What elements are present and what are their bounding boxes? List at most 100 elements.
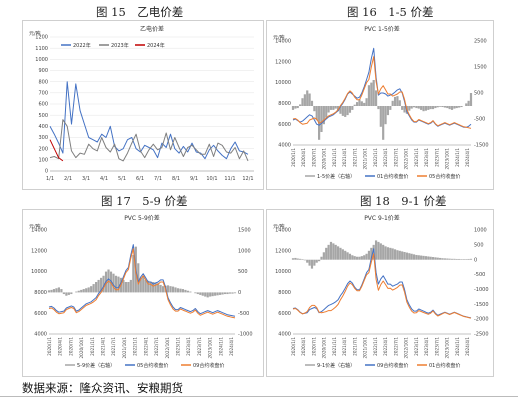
x-tick-label: 2023/7/1 — [434, 148, 439, 167]
x-tick-label: 2023/10/1 — [208, 337, 213, 359]
chart-panel-fig16: PVC 1-5价差 元/吨 4000 6000 8000 10000 12000 14000 -… — [266, 20, 494, 190]
x-tick-label: 2022/1/1 — [373, 148, 378, 167]
divider — [0, 396, 518, 397]
y2-tick-label: 1000 — [474, 228, 487, 234]
x-tick-label: 2023/10/1 — [445, 148, 450, 170]
x-tick-label: 2023/4/1 — [424, 337, 429, 356]
y-tick-label: 300 — [38, 135, 48, 141]
y2-tick-label: 1500 — [238, 228, 251, 234]
y2-tick-label: 500 — [474, 242, 484, 248]
x-tick-label: 3/1 — [82, 176, 90, 182]
series-line — [48, 248, 236, 319]
y2-tick-label: 500 — [474, 91, 484, 97]
y2-tick-label: -1000 — [474, 287, 489, 293]
y-tick-label: 1200 — [35, 35, 48, 41]
x-tick-label: 2020/4/1 — [301, 148, 306, 167]
y-tick-label: 10000 — [275, 269, 291, 275]
y2-tick-label: 0 — [238, 290, 241, 296]
y2-tick-label: -500 — [238, 311, 249, 317]
y-axis-unit: 元/吨 — [29, 223, 41, 230]
x-tick-label: 2022/7/1 — [154, 337, 159, 356]
x-tick-label: 2022/10/1 — [404, 148, 409, 170]
x-tick-label: 2020/10/1 — [322, 337, 327, 359]
figure-16-caption: 图 16 1-5 价差 — [347, 5, 434, 19]
y-tick-label: 1100 — [35, 46, 48, 52]
chart-panel-fig17: PVC 5-9价差 元/吨 4000 6000 8000 10000 12000 14000-… — [22, 209, 264, 377]
x-tick-label: 9/1 — [190, 176, 198, 182]
y-tick-label: 900 — [38, 68, 48, 74]
series-line — [49, 119, 249, 162]
series-line — [292, 253, 472, 319]
legend-label: 5-9价差（右轴） — [77, 362, 115, 369]
series-line — [292, 56, 472, 129]
y-tick-label: 14000 — [275, 228, 291, 234]
x-tick-label: 11/1 — [224, 176, 235, 182]
y-tick-label: 4000 — [278, 332, 291, 338]
y2-tick-label: -500 — [474, 117, 485, 123]
y-tick-label: 14000 — [275, 39, 291, 45]
x-tick-label: 2022/1/1 — [373, 337, 378, 356]
x-tick-label: 2024/4/1 — [465, 337, 470, 356]
x-tick-label: 2020/7/1 — [311, 337, 316, 356]
data-source-note: 数据来源：隆众资讯、安粮期货 — [22, 381, 183, 395]
x-tick-label: 12/1 — [242, 176, 253, 182]
x-tick-label: 2024/1/1 — [455, 148, 460, 167]
x-tick-label: 2024/1/1 — [218, 337, 223, 356]
y-tick-label: 14000 — [31, 228, 47, 234]
chart-panel-fig15: 乙电价差 元/吨 0 100 200 300 400 500 600 700 800 900 1000 1… — [22, 20, 264, 190]
x-tick-label: 10/1 — [206, 176, 217, 182]
y-tick-label: 600 — [38, 102, 48, 108]
y-tick-label: 500 — [38, 113, 48, 119]
legend-label: 01合约收盘价 — [377, 173, 408, 180]
legend-label: 09合约收盘价 — [377, 362, 408, 369]
x-tick-label: 2022/4/1 — [143, 337, 148, 356]
x-tick-label: 2020/1/1 — [291, 148, 296, 167]
legend-label: 05合约收盘价 — [137, 362, 168, 369]
x-tick-label: 2021/1/1 — [332, 337, 337, 356]
y-tick-label: 12000 — [275, 59, 291, 65]
y-axis-unit: 元/吨 — [273, 34, 285, 41]
x-tick-label: 2023/4/1 — [186, 337, 191, 356]
y-axis-unit: 元/吨 — [273, 223, 285, 230]
y-tick-label: 6000 — [34, 311, 47, 317]
y-tick-label: 6000 — [278, 122, 291, 128]
y-tick-label: 6000 — [278, 311, 291, 317]
legend-label: 2022年 — [73, 42, 91, 49]
series-line — [49, 139, 64, 162]
x-tick-label: 2023/1/1 — [175, 337, 180, 356]
legend-label: 9-1价差（右轴） — [317, 362, 355, 369]
x-tick-label: 2023/10/1 — [445, 337, 450, 359]
x-tick-label: 7/1 — [154, 176, 162, 182]
y2-tick-label: 0 — [474, 257, 477, 263]
x-tick-label: 2021/10/1 — [122, 337, 127, 359]
y-tick-label: 12000 — [31, 248, 47, 254]
x-tick-label: 2024/4/1 — [229, 337, 234, 356]
x-tick-label: 2022/10/1 — [165, 337, 170, 359]
chart-panel-fig18: PVC 9-1价差 元/吨 4000 6000 8000 10000 12000 14000-… — [266, 209, 494, 377]
y-tick-label: 10000 — [31, 269, 47, 275]
y2-tick-label: -1500 — [474, 302, 489, 308]
chart-title: PVC 5-9价差 — [124, 214, 160, 222]
x-tick-label: 2020/1/1 — [291, 337, 296, 356]
x-tick-label: 2020/7/1 — [311, 148, 316, 167]
x-tick-label: 6/1 — [136, 176, 144, 182]
series-line — [49, 81, 249, 160]
y2-tick-label: 1000 — [238, 248, 251, 254]
y-tick-label: 4000 — [34, 332, 47, 338]
y-tick-label: 10000 — [275, 80, 291, 86]
x-tick-label: 2024/4/1 — [465, 148, 470, 167]
y-tick-label: 12000 — [275, 248, 291, 254]
x-tick-label: 2021/4/1 — [101, 337, 106, 356]
x-tick-label: 2023/1/1 — [414, 148, 419, 167]
legend-label: 01合约收盘价 — [429, 362, 460, 369]
x-tick-label: 1/1 — [46, 176, 54, 182]
x-tick-label: 8/1 — [172, 176, 180, 182]
y2-tick-label: 1500 — [474, 65, 487, 71]
legend-label: 05合约收盘价 — [429, 173, 460, 180]
legend-label: 2024年 — [147, 42, 165, 49]
y-tick-label: 800 — [38, 79, 48, 85]
x-tick-label: 2023/1/1 — [414, 337, 419, 356]
x-tick-label: 2022/10/1 — [404, 337, 409, 359]
